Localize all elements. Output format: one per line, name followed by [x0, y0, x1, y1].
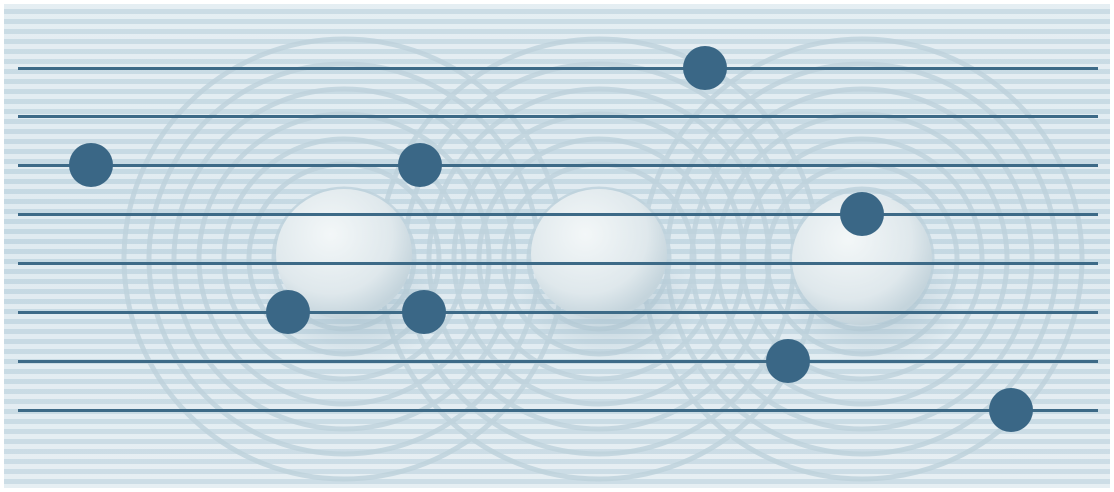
zen-garden-background [4, 4, 1110, 488]
slider-thumb[interactable] [840, 192, 884, 236]
slider-thumb[interactable] [69, 143, 113, 187]
slider-thumb[interactable] [266, 290, 310, 334]
slider-thumb[interactable] [989, 388, 1033, 432]
slider-track[interactable] [18, 311, 1098, 314]
slider-track[interactable] [18, 67, 1098, 70]
slider-thumb[interactable] [683, 46, 727, 90]
slider-track[interactable] [18, 360, 1098, 363]
slider-track[interactable] [18, 262, 1098, 265]
slider-thumb[interactable] [398, 143, 442, 187]
slider-thumb[interactable] [766, 339, 810, 383]
slider-track[interactable] [18, 409, 1098, 412]
slider-track[interactable] [18, 213, 1098, 216]
slider-track[interactable] [18, 115, 1098, 118]
slider-thumb[interactable] [402, 290, 446, 334]
slider-track[interactable] [18, 164, 1098, 167]
